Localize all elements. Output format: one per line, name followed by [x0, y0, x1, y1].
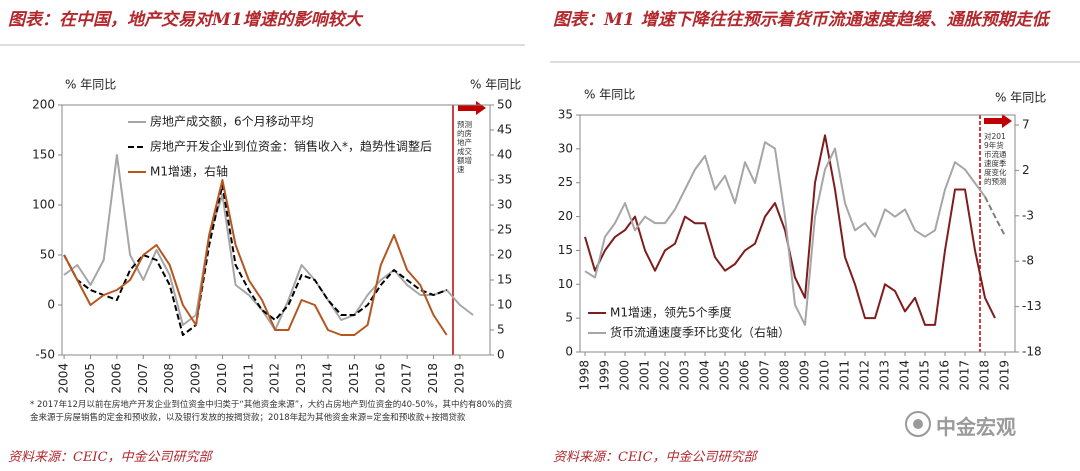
- x-tick-label: 2017: [958, 360, 972, 391]
- y2-axis-label: % 年同比: [995, 91, 1046, 105]
- series-line: [584, 141, 986, 326]
- plot-frame: [579, 114, 1016, 353]
- x-tick-label: 2016: [373, 363, 387, 394]
- x-tick-label: 2014: [320, 363, 334, 394]
- x-tick-label: 2003: [678, 360, 692, 391]
- x-tick-label: 2005: [718, 360, 732, 391]
- source: 资料来源：CEIC，中金公司研究部: [8, 450, 212, 465]
- y2-tick-label: 7: [1022, 117, 1030, 131]
- x-tick-label: 2006: [738, 360, 752, 391]
- forecast-arrow: [984, 114, 1012, 128]
- x-tick-label: 2011: [241, 363, 255, 394]
- x-tick-label: 2008: [162, 363, 176, 394]
- x-tick-label: 2019: [452, 363, 466, 394]
- y-tick-label: 50: [40, 248, 55, 262]
- y-tick-label: 5: [565, 311, 573, 325]
- x-tick-label: 1999: [598, 360, 612, 391]
- x-tick-label: 2009: [798, 360, 812, 391]
- x-tick-label: 2004: [57, 363, 71, 394]
- y-tick-label: 100: [32, 198, 55, 212]
- y2-tick-label: -13: [1022, 299, 1042, 313]
- y-tick-label: 10: [558, 277, 573, 291]
- y-tick-label: 35: [558, 108, 573, 122]
- y2-tick-label: -8: [1022, 254, 1034, 268]
- y-tick-label: 0: [565, 345, 573, 359]
- x-tick-label: 2013: [878, 360, 892, 391]
- x-tick-label: 2012: [268, 363, 282, 394]
- chart-title: 图表：M1 增速下降往往预示着货币流通速度趋缓、通胀预期走低: [553, 10, 1049, 30]
- forecast-arrow: [458, 101, 486, 115]
- y2-tick-label: 35: [497, 173, 512, 187]
- x-tick-label: 2010: [215, 363, 229, 394]
- x-tick-label: 2005: [83, 363, 97, 394]
- series-line: [984, 196, 1006, 237]
- watermark-icon: [905, 411, 931, 437]
- y2-tick-label: 15: [497, 273, 512, 287]
- y2-axis-label: % 年同比: [470, 78, 521, 92]
- series-line: [63, 184, 448, 336]
- x-tick-label: 2009: [189, 363, 203, 394]
- y-tick-label: 15: [558, 243, 573, 257]
- x-tick-label: 2002: [658, 360, 672, 391]
- legend-label: M1增速，领先5个季度: [610, 305, 732, 320]
- x-tick-label: 2019: [998, 360, 1012, 391]
- x-tick-label: 1998: [578, 360, 592, 391]
- x-tick-label: 2001: [638, 360, 652, 391]
- legend-label: 货币流通速度季环比变化（右轴）: [610, 325, 790, 340]
- legend-label: 房地产成交额，6个月移动平均: [150, 114, 314, 129]
- source: 资料来源：CEIC，中金公司研究部: [553, 450, 757, 465]
- chart-title: 图表：在中国，地产交易对M1增速的影响较大: [8, 10, 362, 30]
- y-tick-label: -50: [35, 348, 55, 362]
- y-tick-label: 20: [558, 209, 573, 223]
- x-tick-label: 2012: [858, 360, 872, 391]
- y2-tick-label: 10: [497, 298, 512, 312]
- y2-tick-label: 0: [497, 348, 505, 362]
- series-line: [63, 179, 448, 336]
- x-tick-label: 2015: [918, 360, 932, 391]
- x-tick-label: 2004: [698, 360, 712, 391]
- y2-tick-label: -18: [1022, 345, 1042, 359]
- x-tick-label: 2010: [818, 360, 832, 391]
- y2-tick-label: 30: [497, 198, 512, 212]
- y2-tick-label: 5: [497, 323, 505, 337]
- x-tick-label: 2006: [109, 363, 123, 394]
- x-tick-label: 2000: [618, 360, 632, 391]
- y2-tick-label: 20: [497, 248, 512, 262]
- x-tick-label: 2013: [294, 363, 308, 394]
- annotation: 预测的房地产成交额增速: [457, 120, 472, 174]
- y2-tick-label: 25: [497, 223, 512, 237]
- watermark: 中金宏观: [936, 415, 1016, 439]
- y-axis-label: % 年同比: [65, 78, 116, 92]
- y2-tick-label: 45: [497, 123, 512, 137]
- x-tick-label: 2015: [347, 363, 361, 394]
- x-tick-label: 2007: [758, 360, 772, 391]
- x-tick-label: 2016: [938, 360, 952, 391]
- y-axis-label: % 年同比: [584, 88, 635, 102]
- x-tick-label: 2018: [426, 363, 440, 394]
- footnote: * 2017年12月以前在房地产开发企业到位资金中归类于“其他资金来源”，大约占…: [30, 400, 513, 423]
- x-tick-label: 2011: [838, 360, 852, 391]
- x-tick-label: 2008: [778, 360, 792, 391]
- y2-tick-label: 50: [497, 98, 512, 112]
- x-tick-label: 2007: [136, 363, 150, 394]
- legend-label: M1增速，右轴: [150, 164, 228, 179]
- x-tick-label: 2014: [898, 360, 912, 391]
- y-tick-label: 200: [32, 98, 55, 112]
- x-tick-label: 2017: [400, 363, 414, 394]
- y-tick-label: 30: [558, 141, 573, 155]
- annotation: 对2019年货币流通速度季度变化的预测: [984, 132, 1007, 186]
- y2-tick-label: 40: [497, 148, 512, 162]
- x-tick-label: 2018: [978, 360, 992, 391]
- series-line: [63, 154, 474, 331]
- y2-tick-label: -3: [1022, 208, 1034, 222]
- y-tick-label: 25: [558, 175, 573, 189]
- legend-label: 房地产开发企业到位资金：销售收入*，趋势性调整后: [150, 139, 432, 154]
- y2-tick-label: 2: [1022, 163, 1030, 177]
- y-tick-label: 0: [47, 298, 55, 312]
- y-tick-label: 150: [32, 148, 55, 162]
